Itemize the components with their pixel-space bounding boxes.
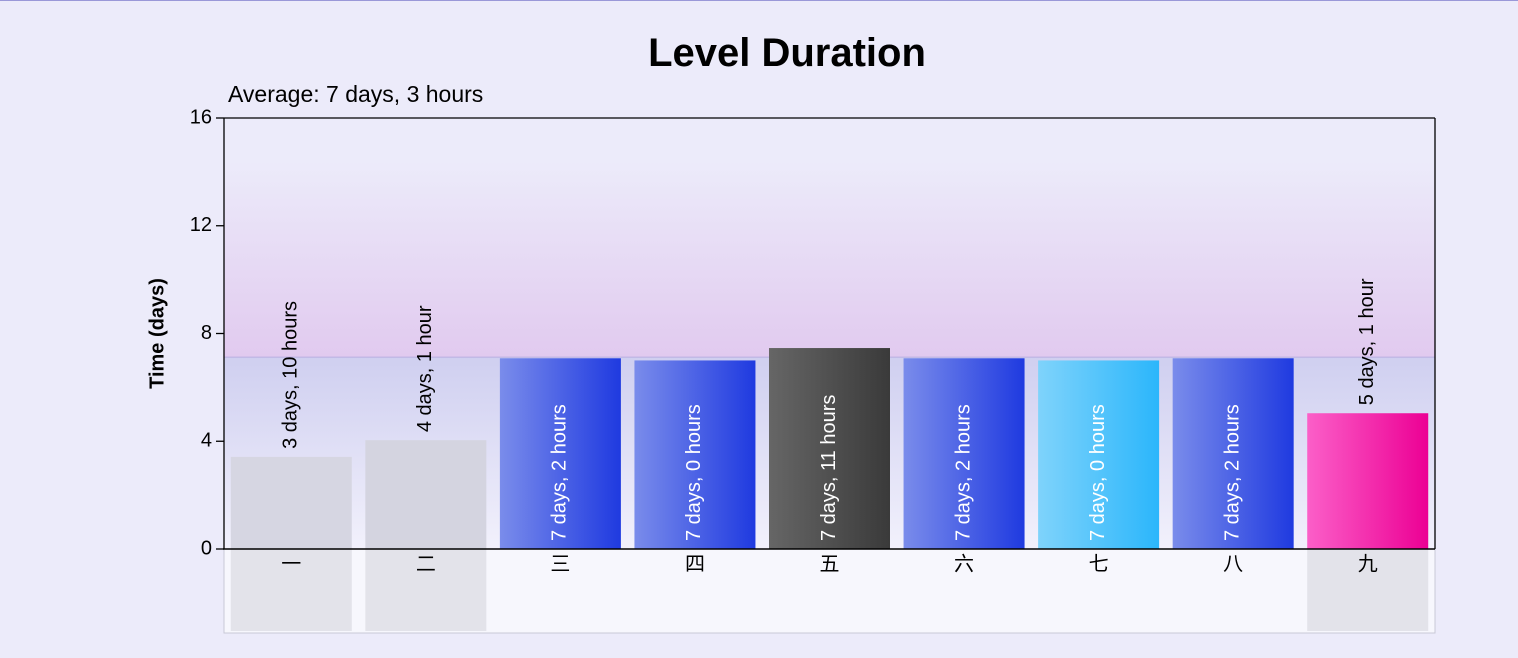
category-highlight-box xyxy=(1307,549,1429,631)
x-tick-label: 四 xyxy=(685,553,705,575)
y-tick-label: 16 xyxy=(190,106,212,128)
bar-5 xyxy=(769,348,890,549)
x-tick-label: 三 xyxy=(550,553,570,575)
bar-9 xyxy=(1307,413,1429,549)
x-tick-label: 二 xyxy=(416,553,436,575)
bar-7 xyxy=(1038,360,1160,549)
chart-title: Level Duration xyxy=(648,31,926,75)
x-tick-label: 八 xyxy=(1223,553,1243,575)
data-label: 7 days, 2 hours xyxy=(1221,404,1243,541)
data-label: 7 days, 11 hours xyxy=(818,395,840,541)
category-highlight-box xyxy=(230,549,352,631)
data-label: 7 days, 0 hours xyxy=(683,404,705,541)
bar-6 xyxy=(903,358,1025,549)
y-tick-label: 0 xyxy=(201,537,212,559)
y-tick-label: 4 xyxy=(201,430,212,452)
x-tick-label: 七 xyxy=(1089,552,1109,575)
y-axis-label: Time (days) xyxy=(146,278,168,389)
category-highlight-box xyxy=(365,549,487,631)
data-label: 5 days, 1 hour xyxy=(1356,278,1378,405)
data-label: 7 days, 0 hours xyxy=(1087,404,1109,541)
y-tick-label: 12 xyxy=(190,214,212,236)
plot-bg-above-average xyxy=(224,118,1435,358)
bar-4 xyxy=(634,360,756,549)
bar-2 xyxy=(365,440,487,549)
bar-1 xyxy=(230,456,352,549)
x-tick-label: 六 xyxy=(954,552,974,575)
x-tick-label: 九 xyxy=(1358,552,1378,575)
y-tick-label: 8 xyxy=(201,322,212,344)
x-tick-label: 一 xyxy=(281,553,301,575)
data-label: 7 days, 2 hours xyxy=(952,404,974,541)
x-tick-label: 五 xyxy=(820,553,840,575)
chart-subtitle-average: Average: 7 days, 3 hours xyxy=(228,81,484,107)
data-label: 4 days, 1 hour xyxy=(414,305,436,432)
bar-3 xyxy=(499,358,621,549)
data-label: 3 days, 10 hours xyxy=(280,301,302,449)
bar-8 xyxy=(1172,358,1294,549)
data-label: 7 days, 2 hours xyxy=(549,404,571,541)
